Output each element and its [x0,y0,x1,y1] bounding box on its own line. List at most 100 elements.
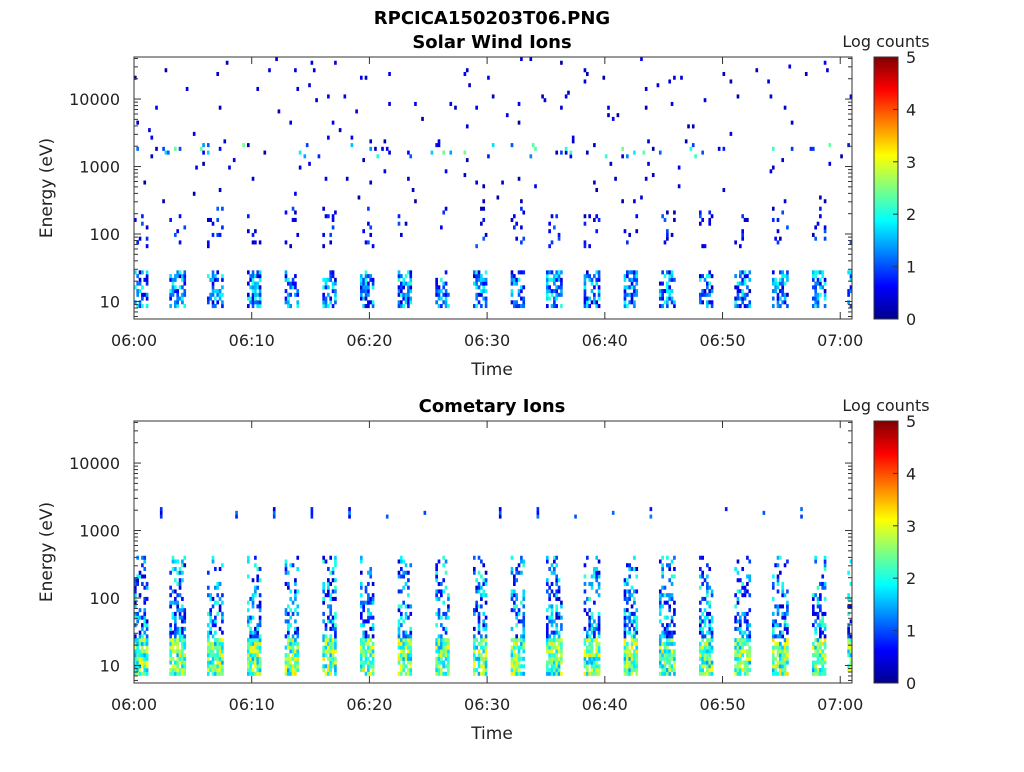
heatmap-cell [444,645,448,650]
heatmap-cell [548,604,551,609]
heatmap-cell [821,668,825,673]
heatmap-cell [447,593,450,598]
heatmap-cell [776,653,780,658]
heatmap-cell [141,563,144,568]
heatmap-cell [362,638,365,643]
heatmap-cell [331,217,335,222]
heatmap-cell [477,581,481,586]
cometary-panel: Cometary Ions Energy (eV) Time Log count… [37,396,930,744]
heatmap-cell [816,653,820,658]
heatmap-cell [545,649,549,654]
heatmap-cell [560,660,563,665]
heatmap-cell [743,281,747,286]
heatmap-cell [847,300,850,305]
heatmap-cell [374,146,377,151]
heatmap-cell [247,608,250,613]
heatmap-cell [247,214,250,219]
heatmap-cell [214,615,217,620]
heatmap-cell [513,656,516,661]
heatmap-cell [550,604,554,609]
heatmap-cell [560,304,563,309]
heatmap-cell [324,634,328,639]
heatmap-cell [249,274,252,279]
heatmap-cell [176,559,180,564]
heatmap-cell [583,221,587,226]
heatmap-cell [221,206,224,211]
heatmap-cell [289,668,293,673]
heatmap-cell [291,668,295,673]
heatmap-cell [585,150,589,155]
heatmap-cell [367,581,370,586]
heatmap-cell [359,656,363,661]
heatmap-cell [819,641,822,646]
heatmap-cell [331,578,335,583]
heatmap-cell [786,626,789,631]
heatmap-cell [710,671,714,676]
heatmap-cell [555,623,559,628]
heatmap-cell [329,593,333,598]
heatmap-cell [484,600,488,605]
heatmap-cell [701,634,704,639]
heatmap-cell [555,274,559,279]
heatmap-cell [183,555,187,560]
heatmap-cell [734,649,737,654]
heatmap-cell [814,671,817,676]
heatmap-cell [247,574,250,579]
heatmap-cell [510,649,514,654]
heatmap-cell [327,581,330,586]
heatmap-cell [734,604,737,609]
heatmap-cell [409,638,413,643]
heatmap-cell [821,660,825,665]
heatmap-cell [588,641,591,646]
heatmap-cell [176,304,180,309]
heatmap-cell [294,668,297,673]
figure-title: RPCICA150203T06.PNG [374,8,610,29]
heatmap-cell [437,615,441,620]
heatmap-cell [734,593,737,598]
heatmap-cell [771,623,775,628]
heatmap-cell [781,645,785,650]
heatmap-cell [143,671,147,676]
heatmap-cell [329,660,333,665]
heatmap-cell [684,139,688,144]
heatmap-cell [362,158,365,163]
heatmap-cell [595,188,599,193]
heatmap-cell [510,638,514,643]
heatmap-cell [513,604,516,609]
heatmap-cell [774,281,777,286]
heatmap-cell [635,281,639,286]
heatmap-cell [331,653,335,658]
heatmap-cell [595,660,599,665]
heatmap-cell [183,608,187,613]
heatmap-cell [143,277,147,282]
heatmap-cell [329,570,333,575]
heatmap-cell [673,600,676,605]
heatmap-cell [202,161,205,166]
heatmap-cell [630,585,634,590]
heatmap-cell [585,274,589,279]
heatmap-cell [661,671,664,676]
heatmap-cell [249,615,252,620]
heatmap-cell [484,623,488,628]
heatmap-cell [774,671,777,676]
heatmap-cell [440,656,443,661]
heatmap-cell [327,285,330,290]
heatmap-cell [400,668,403,673]
heatmap-cell [409,641,413,646]
heatmap-cell [159,510,163,515]
heatmap-cell [138,281,142,286]
heatmap-cell [585,270,589,275]
heatmap-cell [736,589,740,594]
heatmap-cell [294,593,297,598]
heatmap-cell [513,608,516,613]
heatmap-cell [216,289,220,294]
heatmap-cell [206,593,210,598]
heatmap-cell [597,593,601,598]
heatmap-cell [145,596,149,601]
heatmap-cell [138,270,142,275]
colorbar-tick-label: 2 [906,569,916,588]
heatmap-cell [673,300,676,305]
heatmap-cell [743,630,747,635]
heatmap-cell [437,649,441,654]
heatmap-cell [322,645,325,650]
